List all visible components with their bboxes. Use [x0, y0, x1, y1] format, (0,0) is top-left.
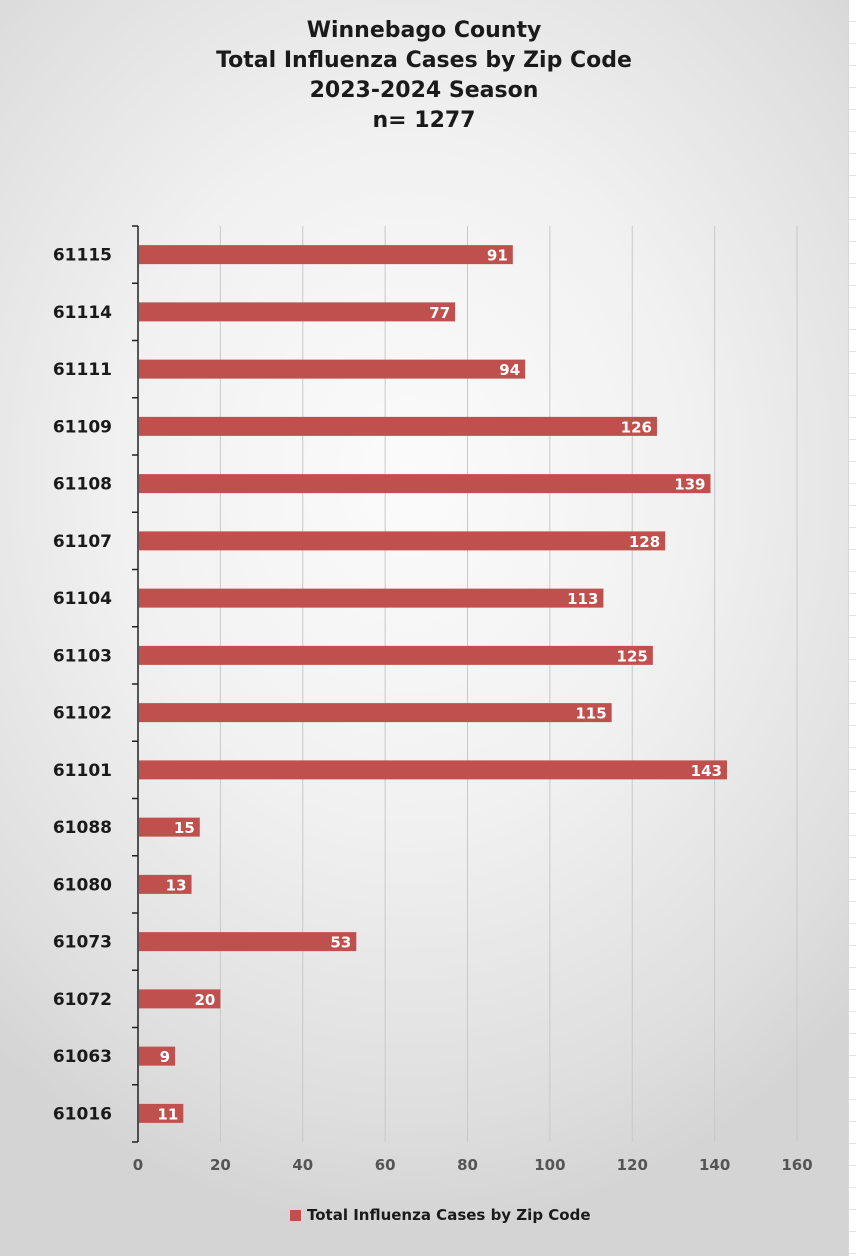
data-label: 13 — [166, 876, 187, 894]
data-label: 11 — [157, 1105, 178, 1123]
legend-swatch — [290, 1209, 301, 1221]
data-label: 125 — [617, 647, 648, 665]
bar — [139, 531, 666, 551]
bar — [139, 932, 357, 952]
category-label: 61103 — [53, 646, 112, 666]
category-label: 61111 — [53, 360, 112, 380]
data-label: 113 — [567, 590, 598, 608]
data-label: 9 — [160, 1048, 170, 1066]
data-label: 143 — [691, 762, 722, 780]
data-label: 128 — [629, 533, 660, 551]
data-label: 91 — [487, 247, 508, 265]
category-label: 61101 — [53, 761, 112, 781]
x-tick-label: 100 — [534, 1156, 565, 1174]
data-label: 115 — [575, 705, 606, 723]
data-label: 15 — [174, 819, 195, 837]
chart-title: Winnebago County Total Influenza Cases b… — [0, 16, 848, 136]
x-tick-label: 20 — [210, 1156, 231, 1174]
legend: Total Influenza Cases by Zip Code — [290, 1206, 591, 1224]
bar — [139, 245, 513, 265]
data-label: 139 — [674, 476, 705, 494]
category-label: 61073 — [53, 933, 112, 953]
bar — [139, 1103, 184, 1123]
bar — [139, 1046, 176, 1066]
x-tick-label: 160 — [781, 1156, 812, 1174]
x-tick-label: 40 — [292, 1156, 313, 1174]
bar — [139, 703, 612, 723]
category-label: 61072 — [53, 990, 112, 1010]
chart-title-line-3: 2023-2024 Season — [309, 78, 539, 103]
category-label: 61104 — [53, 589, 112, 609]
category-label: 61063 — [53, 1047, 112, 1067]
x-tick-label: 0 — [133, 1156, 143, 1174]
bar — [139, 817, 200, 837]
category-label: 61108 — [53, 475, 112, 495]
x-tick-label: 60 — [375, 1156, 396, 1174]
bar — [139, 302, 456, 322]
chart-title-line-1: Winnebago County — [306, 18, 542, 43]
category-label: 61115 — [53, 246, 112, 266]
category-label: 61109 — [53, 417, 112, 437]
x-tick-label: 120 — [617, 1156, 648, 1174]
data-label: 77 — [429, 304, 450, 322]
chart-title-line-4: n= 1277 — [372, 108, 476, 133]
data-label: 126 — [621, 418, 652, 436]
bar — [139, 645, 653, 665]
spreadsheet-gridline-edge — [848, 0, 856, 1256]
bar — [139, 474, 711, 494]
bar — [139, 416, 657, 436]
category-label: 61114 — [53, 303, 112, 323]
category-label: 61016 — [53, 1104, 112, 1124]
legend-label: Total Influenza Cases by Zip Code — [307, 1206, 591, 1224]
category-label: 61088 — [53, 818, 112, 838]
bar — [139, 359, 526, 379]
category-label: 61107 — [53, 532, 112, 552]
data-label: 20 — [195, 991, 216, 1009]
data-label: 53 — [330, 934, 351, 952]
category-label: 61080 — [53, 875, 112, 895]
x-tick-label: 80 — [457, 1156, 478, 1174]
data-label: 94 — [499, 361, 520, 379]
bar — [139, 760, 727, 780]
chart-title-line-2: Total Influenza Cases by Zip Code — [216, 48, 632, 73]
bar — [139, 989, 221, 1009]
bar — [139, 874, 192, 894]
category-label: 61102 — [53, 704, 112, 724]
x-tick-label: 140 — [699, 1156, 730, 1174]
bar — [139, 588, 604, 608]
